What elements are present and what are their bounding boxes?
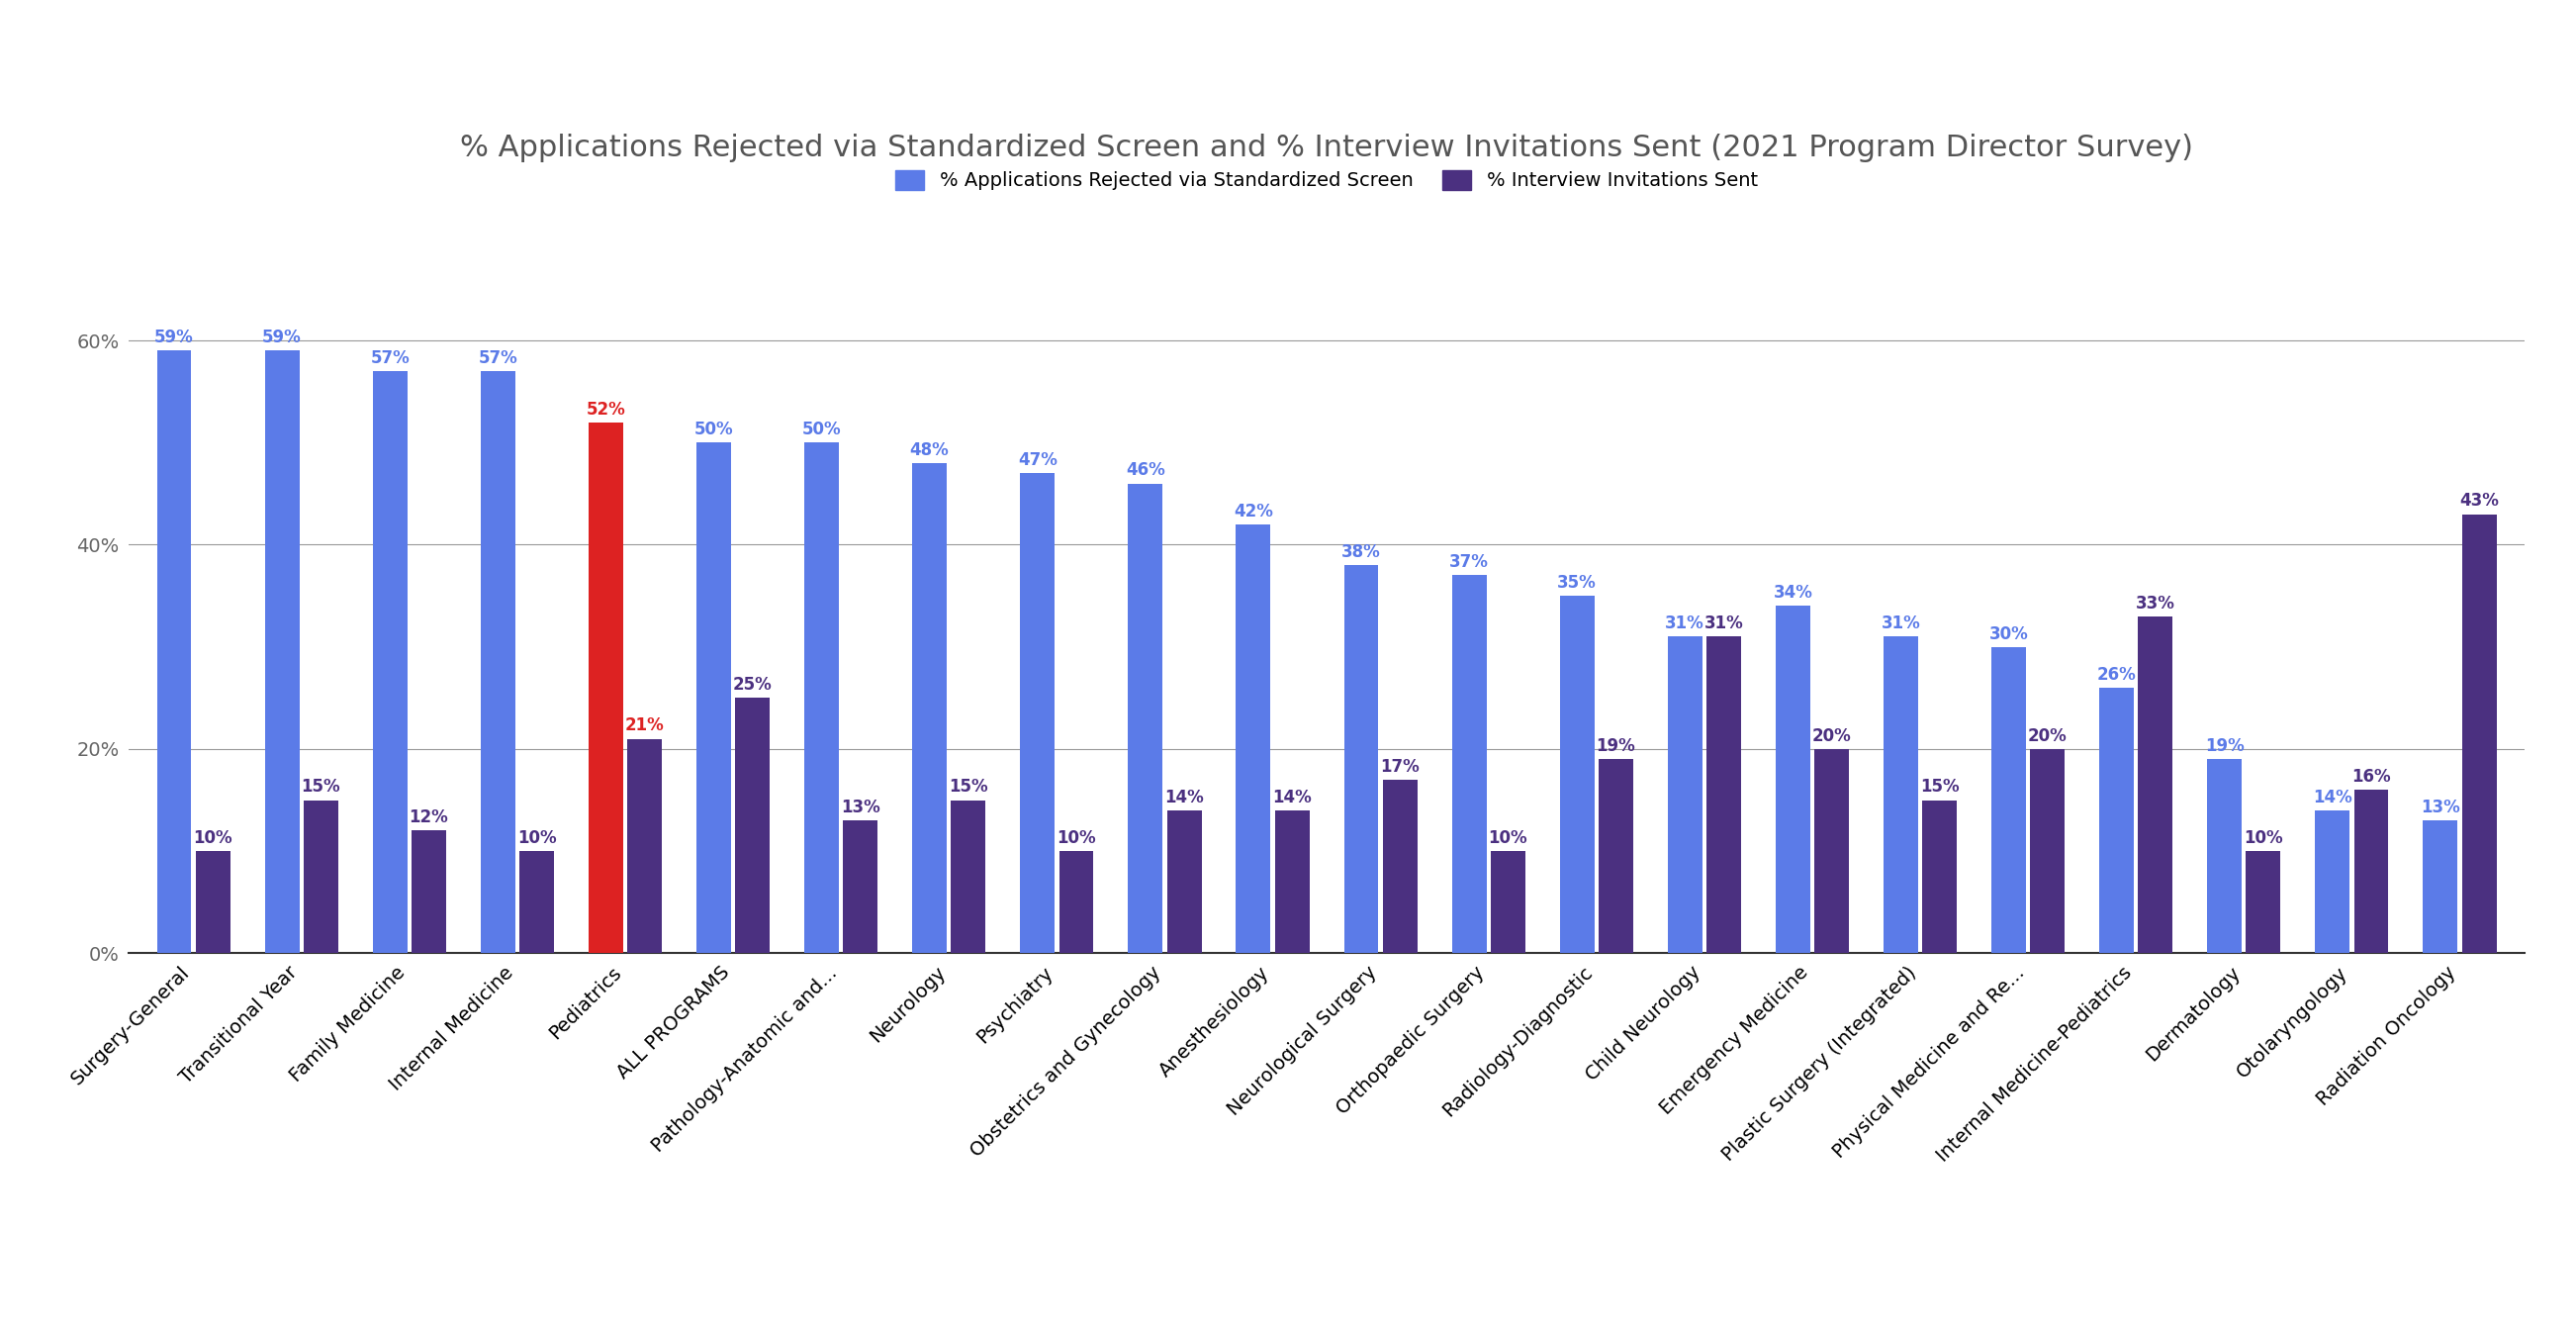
Text: 52%: 52%	[587, 400, 626, 418]
Text: 33%: 33%	[2136, 594, 2174, 612]
Text: 13%: 13%	[2421, 798, 2460, 817]
Bar	[1922, 800, 1958, 953]
Bar	[1020, 473, 1054, 953]
Text: 57%: 57%	[371, 350, 410, 367]
Text: 21%: 21%	[626, 716, 665, 735]
Text: 31%: 31%	[1880, 614, 1919, 633]
Bar	[804, 442, 840, 953]
Text: 59%: 59%	[155, 328, 193, 347]
Text: 14%: 14%	[1273, 788, 1311, 806]
Bar	[304, 800, 337, 953]
Text: 19%: 19%	[2205, 737, 2244, 755]
Text: 25%: 25%	[734, 677, 773, 694]
Bar	[412, 830, 446, 953]
Bar	[520, 851, 554, 953]
Text: 31%: 31%	[1664, 614, 1705, 633]
Bar	[2099, 687, 2133, 953]
Bar	[1128, 483, 1162, 953]
Text: 43%: 43%	[2460, 493, 2499, 510]
Bar	[1167, 810, 1200, 953]
Title: % Applications Rejected via Standardized Screen and % Interview Invitations Sent: % Applications Rejected via Standardized…	[461, 134, 2192, 162]
Bar	[1705, 637, 1741, 953]
Text: 15%: 15%	[301, 779, 340, 796]
Text: 48%: 48%	[909, 441, 948, 459]
Text: 35%: 35%	[1558, 573, 1597, 592]
Text: 15%: 15%	[1919, 779, 1960, 796]
Text: 30%: 30%	[1989, 625, 2027, 642]
Text: 12%: 12%	[410, 809, 448, 826]
Text: 38%: 38%	[1342, 543, 1381, 561]
Text: 50%: 50%	[693, 421, 734, 438]
Text: 50%: 50%	[801, 421, 842, 438]
Bar	[1991, 647, 2025, 953]
Text: 34%: 34%	[1772, 584, 1814, 602]
Bar	[1814, 749, 1850, 953]
Bar	[1492, 851, 1525, 953]
Text: 20%: 20%	[1811, 727, 1852, 745]
Bar	[1558, 596, 1595, 953]
Bar	[912, 463, 948, 953]
Bar	[2246, 851, 2280, 953]
Text: 10%: 10%	[1056, 829, 1095, 847]
Bar	[1453, 576, 1486, 953]
Bar	[374, 371, 407, 953]
Bar	[1775, 606, 1811, 953]
Text: 47%: 47%	[1018, 451, 1056, 469]
Bar	[1383, 780, 1417, 953]
Text: 57%: 57%	[479, 350, 518, 367]
Bar	[2354, 790, 2388, 953]
Text: 59%: 59%	[263, 328, 301, 347]
Bar	[2424, 821, 2458, 953]
Text: 14%: 14%	[1164, 788, 1203, 806]
Text: 14%: 14%	[2313, 788, 2352, 806]
Bar	[1275, 810, 1309, 953]
Bar	[2030, 749, 2066, 953]
Bar	[1667, 637, 1703, 953]
Bar	[951, 800, 987, 953]
Bar	[2316, 810, 2349, 953]
Text: 13%: 13%	[840, 798, 881, 817]
Bar	[2463, 514, 2496, 953]
Bar	[696, 442, 732, 953]
Bar	[157, 351, 191, 953]
Text: 42%: 42%	[1234, 502, 1273, 520]
Bar	[1236, 524, 1270, 953]
Text: 10%: 10%	[518, 829, 556, 847]
Text: 31%: 31%	[1705, 614, 1744, 633]
Text: 26%: 26%	[2097, 666, 2136, 683]
Text: 17%: 17%	[1381, 757, 1419, 776]
Text: 16%: 16%	[2352, 768, 2391, 785]
Text: 15%: 15%	[948, 779, 989, 796]
Bar	[842, 821, 878, 953]
Text: 19%: 19%	[1597, 737, 1636, 755]
Text: 46%: 46%	[1126, 462, 1164, 479]
Bar	[734, 698, 770, 953]
Text: 10%: 10%	[2244, 829, 2282, 847]
Bar	[587, 422, 623, 953]
Bar	[265, 351, 299, 953]
Bar	[1600, 759, 1633, 953]
Bar	[2208, 759, 2241, 953]
Bar	[1345, 565, 1378, 953]
Bar	[1059, 851, 1095, 953]
Text: 20%: 20%	[2027, 727, 2066, 745]
Bar	[196, 851, 229, 953]
Text: 37%: 37%	[1450, 553, 1489, 571]
Bar	[482, 371, 515, 953]
Bar	[2138, 616, 2172, 953]
Text: 10%: 10%	[1489, 829, 1528, 847]
Bar	[629, 739, 662, 953]
Legend: % Applications Rejected via Standardized Screen, % Interview Invitations Sent: % Applications Rejected via Standardized…	[889, 162, 1765, 197]
Text: 10%: 10%	[193, 829, 232, 847]
Bar	[1883, 637, 1919, 953]
